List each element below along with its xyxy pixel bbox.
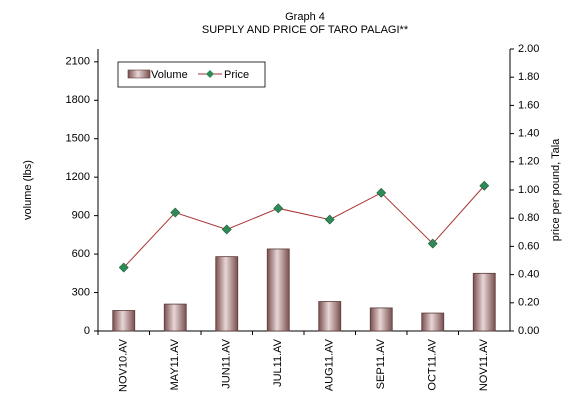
- y2-tick-label: 1.20: [518, 156, 539, 168]
- x-tick-label: OCT11.AV: [427, 338, 439, 390]
- x-tick-label: NOV10.AV: [118, 338, 130, 392]
- legend-marker: [206, 70, 214, 78]
- legend-swatch: [127, 69, 151, 79]
- y-tick-label: 600: [72, 248, 90, 260]
- price-line: [123, 185, 485, 268]
- y-axis-label: volume (lbs): [22, 160, 34, 220]
- bar: [318, 301, 342, 332]
- chart-title: Graph 4: [285, 11, 325, 23]
- y2-tick-label: 0.00: [518, 325, 539, 337]
- legend-label: Price: [224, 69, 249, 81]
- price-marker: [376, 187, 387, 198]
- y2-tick-label: 0.20: [518, 297, 539, 309]
- chart-subtitle: SUPPLY AND PRICE OF TARO PALAGI**: [202, 24, 409, 36]
- x-tick-label: AUG11.AV: [324, 338, 336, 391]
- y2-tick-label: 0.60: [518, 240, 539, 252]
- y-tick-label: 900: [72, 210, 90, 222]
- price-marker: [273, 203, 284, 214]
- x-tick-label: SEP11.AV: [375, 338, 387, 389]
- y-tick-label: 1800: [66, 94, 90, 106]
- y2-tick-label: 1.40: [518, 128, 539, 140]
- y2-tick-label: 0.80: [518, 212, 539, 224]
- bar: [266, 248, 290, 332]
- price-marker: [118, 262, 129, 273]
- x-tick-label: MAY11.AV: [169, 338, 181, 390]
- bar: [421, 312, 445, 332]
- x-tick-label: JUL11.AV: [272, 338, 284, 387]
- y-tick-label: 0: [84, 325, 90, 337]
- y-tick-label: 1200: [66, 171, 90, 183]
- legend-label: Volume: [151, 69, 188, 81]
- bar: [112, 310, 136, 332]
- y-tick-label: 1500: [66, 133, 90, 145]
- price-marker: [427, 238, 438, 249]
- y2-axis-label: price per pound, Tala: [550, 138, 562, 241]
- bar: [472, 272, 496, 332]
- price-marker: [221, 224, 232, 235]
- y2-tick-label: 1.00: [518, 184, 539, 196]
- y-tick-label: 2100: [66, 56, 90, 68]
- price-marker: [479, 180, 490, 191]
- y2-tick-label: 1.80: [518, 71, 539, 83]
- y2-tick-label: 1.60: [518, 99, 539, 111]
- y2-tick-label: 2.00: [518, 43, 539, 55]
- y2-tick-label: 0.40: [518, 269, 539, 281]
- x-tick-label: JUN11.AV: [221, 338, 233, 388]
- bar: [163, 303, 187, 332]
- x-tick-label: NOV11.AV: [478, 338, 490, 391]
- bar: [215, 256, 239, 332]
- y-tick-label: 300: [72, 286, 90, 298]
- price-marker: [170, 207, 181, 218]
- price-marker: [324, 214, 335, 225]
- bar: [369, 307, 393, 332]
